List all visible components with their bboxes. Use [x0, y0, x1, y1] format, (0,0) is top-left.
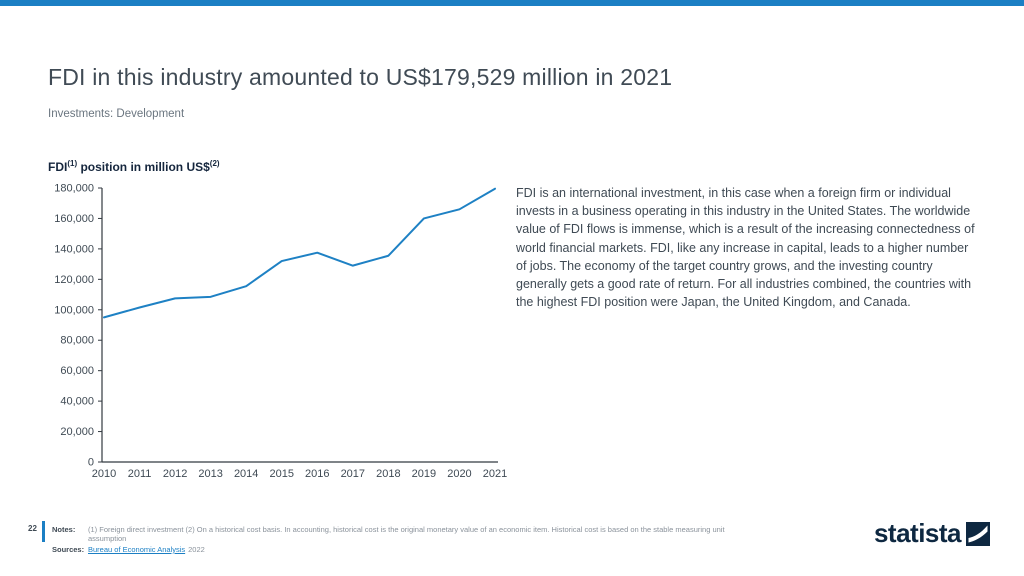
statista-logo-icon: [966, 521, 990, 546]
svg-text:2020: 2020: [447, 468, 471, 480]
svg-text:2015: 2015: [269, 468, 293, 480]
svg-text:40,000: 40,000: [60, 396, 94, 408]
svg-text:20,000: 20,000: [60, 426, 94, 438]
svg-text:120,000: 120,000: [54, 274, 94, 286]
svg-text:2011: 2011: [128, 468, 152, 480]
page-number: 22: [28, 524, 37, 533]
svg-text:2012: 2012: [163, 468, 187, 480]
svg-text:80,000: 80,000: [60, 335, 94, 347]
description-text: FDI is an international investment, in t…: [516, 186, 975, 310]
notes-row: Notes: (1) Foreign direct investment (2)…: [52, 525, 752, 543]
fdi-line-chart: 0 20,000 40,000 60,000 80,000 100,000 120,000 1…: [48, 178, 518, 488]
source-link[interactable]: Bureau of Economic Analysis: [88, 545, 186, 554]
svg-text:100,000: 100,000: [54, 304, 94, 316]
svg-text:2021: 2021: [483, 468, 507, 480]
chart-title-footnote-2: (2): [209, 159, 220, 168]
svg-text:2017: 2017: [341, 468, 365, 480]
top-accent-bar: [0, 0, 1024, 6]
source-year: 2022: [188, 545, 205, 554]
sources-row: Sources: Bureau of Economic Analysis 2022: [52, 545, 205, 554]
svg-text:2016: 2016: [305, 468, 329, 480]
svg-text:2014: 2014: [234, 468, 258, 480]
svg-text:160,000: 160,000: [54, 213, 94, 225]
chart-title: FDI(1) position in million US$(2): [48, 159, 220, 174]
footer-accent-bar: [42, 521, 45, 542]
svg-text:2013: 2013: [198, 468, 222, 480]
line-chart-canvas: 0 20,000 40,000 60,000 80,000 100,000 120,000 1…: [54, 183, 507, 481]
svg-text:140,000: 140,000: [54, 243, 94, 255]
statista-logo: statista: [874, 518, 990, 549]
statista-wordmark: statista: [873, 518, 962, 548]
svg-text:0: 0: [88, 457, 94, 469]
svg-text:2018: 2018: [376, 468, 400, 480]
sources-label: Sources:: [52, 545, 85, 554]
svg-text:2019: 2019: [412, 468, 436, 480]
svg-text:2010: 2010: [92, 468, 116, 480]
page-subtitle: Investments: Development: [48, 108, 185, 120]
notes-label: Notes:: [52, 525, 76, 534]
page-title: FDI in this industry amounted to US$179,…: [48, 64, 673, 90]
notes-text: (1) Foreign direct investment (2) On a h…: [88, 525, 725, 543]
svg-text:180,000: 180,000: [54, 183, 94, 195]
svg-text:60,000: 60,000: [60, 365, 94, 377]
chart-title-footnote-1: (1): [67, 159, 78, 168]
